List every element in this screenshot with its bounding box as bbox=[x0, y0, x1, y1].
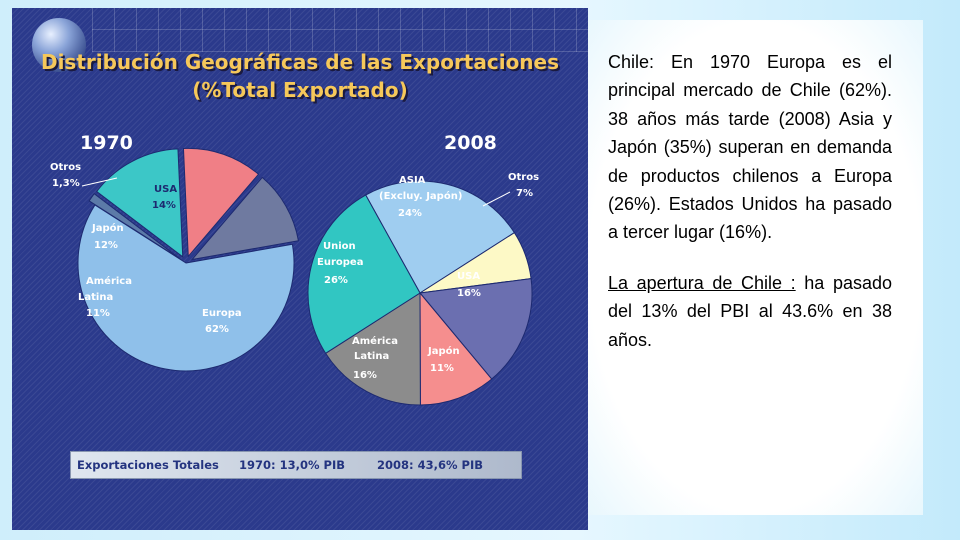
slice-value-america-1970: 11% bbox=[86, 308, 110, 319]
paragraph-apertura: La apertura de Chile : ha pasado del 13%… bbox=[608, 269, 892, 354]
chart-subtitle: (%Total Exportado) bbox=[192, 78, 408, 102]
leader-line bbox=[482, 191, 511, 207]
pie-slice-jap-n bbox=[182, 147, 260, 258]
pie-charts: 1970 2008 Otros 1,3% USA 14% Japón 12% A… bbox=[50, 132, 539, 406]
chart-title: Distribución Geográficas de las Exportac… bbox=[40, 50, 560, 74]
slice-label-america-2008: América bbox=[352, 335, 398, 347]
slice-value-otros-2008: 7% bbox=[516, 188, 533, 199]
paragraph-body: : En 1970 Europa es el principal mercado… bbox=[608, 52, 892, 243]
slice-value-japon-2008: 11% bbox=[430, 363, 454, 374]
pie-slice-usa bbox=[96, 148, 184, 258]
paragraph-heading: La apertura de Chile : bbox=[608, 272, 796, 293]
pie-slice-am-rica-latina bbox=[190, 176, 300, 261]
slice-label-otros-2008: Otros bbox=[508, 172, 539, 183]
slice-value-europa-1970: 62% bbox=[205, 324, 229, 335]
slide-text: Chile: En 1970 Europa es el principal me… bbox=[608, 48, 892, 354]
pie-slice-europa bbox=[77, 204, 295, 372]
pie-slice-uni-n-europea bbox=[307, 194, 421, 355]
year-label-2008: 2008 bbox=[444, 132, 497, 154]
slice-sublabel-asia-2008: (Excluy. Japón) bbox=[379, 190, 462, 202]
year-label-1970: 1970 bbox=[80, 132, 133, 154]
slice-value-union-2008: 26% bbox=[324, 275, 348, 286]
decorative-grid bbox=[92, 8, 588, 52]
pie-1970 bbox=[77, 147, 300, 372]
paragraph-body: ha pasado del 13% del PBI al 43.6% en 38… bbox=[608, 272, 893, 350]
slice-label-union-2008: Union bbox=[323, 241, 356, 252]
pie-2008 bbox=[307, 180, 533, 406]
pie-slice-asia-excluy-jap-n- bbox=[365, 180, 516, 294]
export-totals-bar: Exportaciones Totales 1970: 13,0% PIB 20… bbox=[70, 451, 522, 479]
slice-value-usa-2008: 16% bbox=[457, 288, 481, 299]
slice-value-japon-1970: 12% bbox=[94, 240, 118, 251]
globe-icon bbox=[32, 18, 86, 72]
chart-image: Distribución Geográficas de las Exportac… bbox=[12, 8, 588, 530]
slice-label-japon-1970: Japón bbox=[91, 222, 124, 234]
text-panel bbox=[588, 20, 923, 515]
slice-value-asia-2008: 24% bbox=[398, 208, 422, 219]
slice-label-asia-2008: ASIA bbox=[399, 175, 426, 186]
slice-label-otros-1970: Otros bbox=[50, 162, 81, 173]
slice-label-usa-1970: USA bbox=[154, 184, 177, 195]
pie-slice-usa bbox=[419, 278, 533, 380]
export-1970-value: 1970: 13,0% PIB bbox=[239, 458, 345, 472]
pie-slice-am-rica-latina bbox=[324, 292, 421, 406]
slice-label-japon-2008: Japón bbox=[427, 345, 460, 357]
pie-slice-jap-n bbox=[419, 291, 493, 406]
slice-label-usa-2008: USA bbox=[457, 271, 480, 282]
slice-value-otros-1970: 1,3% bbox=[52, 178, 80, 189]
slice-label-america-1970: América bbox=[86, 275, 132, 287]
export-totals-label: Exportaciones Totales bbox=[77, 458, 219, 472]
slice-label-latina-2008: Latina bbox=[354, 351, 389, 362]
slice-label-latina-1970: Latina bbox=[78, 292, 113, 303]
export-2008-value: 2008: 43,6% PIB bbox=[377, 458, 483, 472]
slice-value-usa-1970: 14% bbox=[152, 200, 176, 211]
pie-slice-otros bbox=[88, 193, 181, 260]
slice-label-europa-1970: Europa bbox=[202, 308, 242, 319]
slice-sublabel-union-2008: Europea bbox=[317, 257, 363, 268]
leader-line bbox=[81, 177, 118, 187]
paragraph-chile: Chile: En 1970 Europa es el principal me… bbox=[608, 48, 892, 247]
paragraph-heading: Chile bbox=[608, 52, 650, 72]
slice-value-america-2008: 16% bbox=[353, 370, 377, 381]
